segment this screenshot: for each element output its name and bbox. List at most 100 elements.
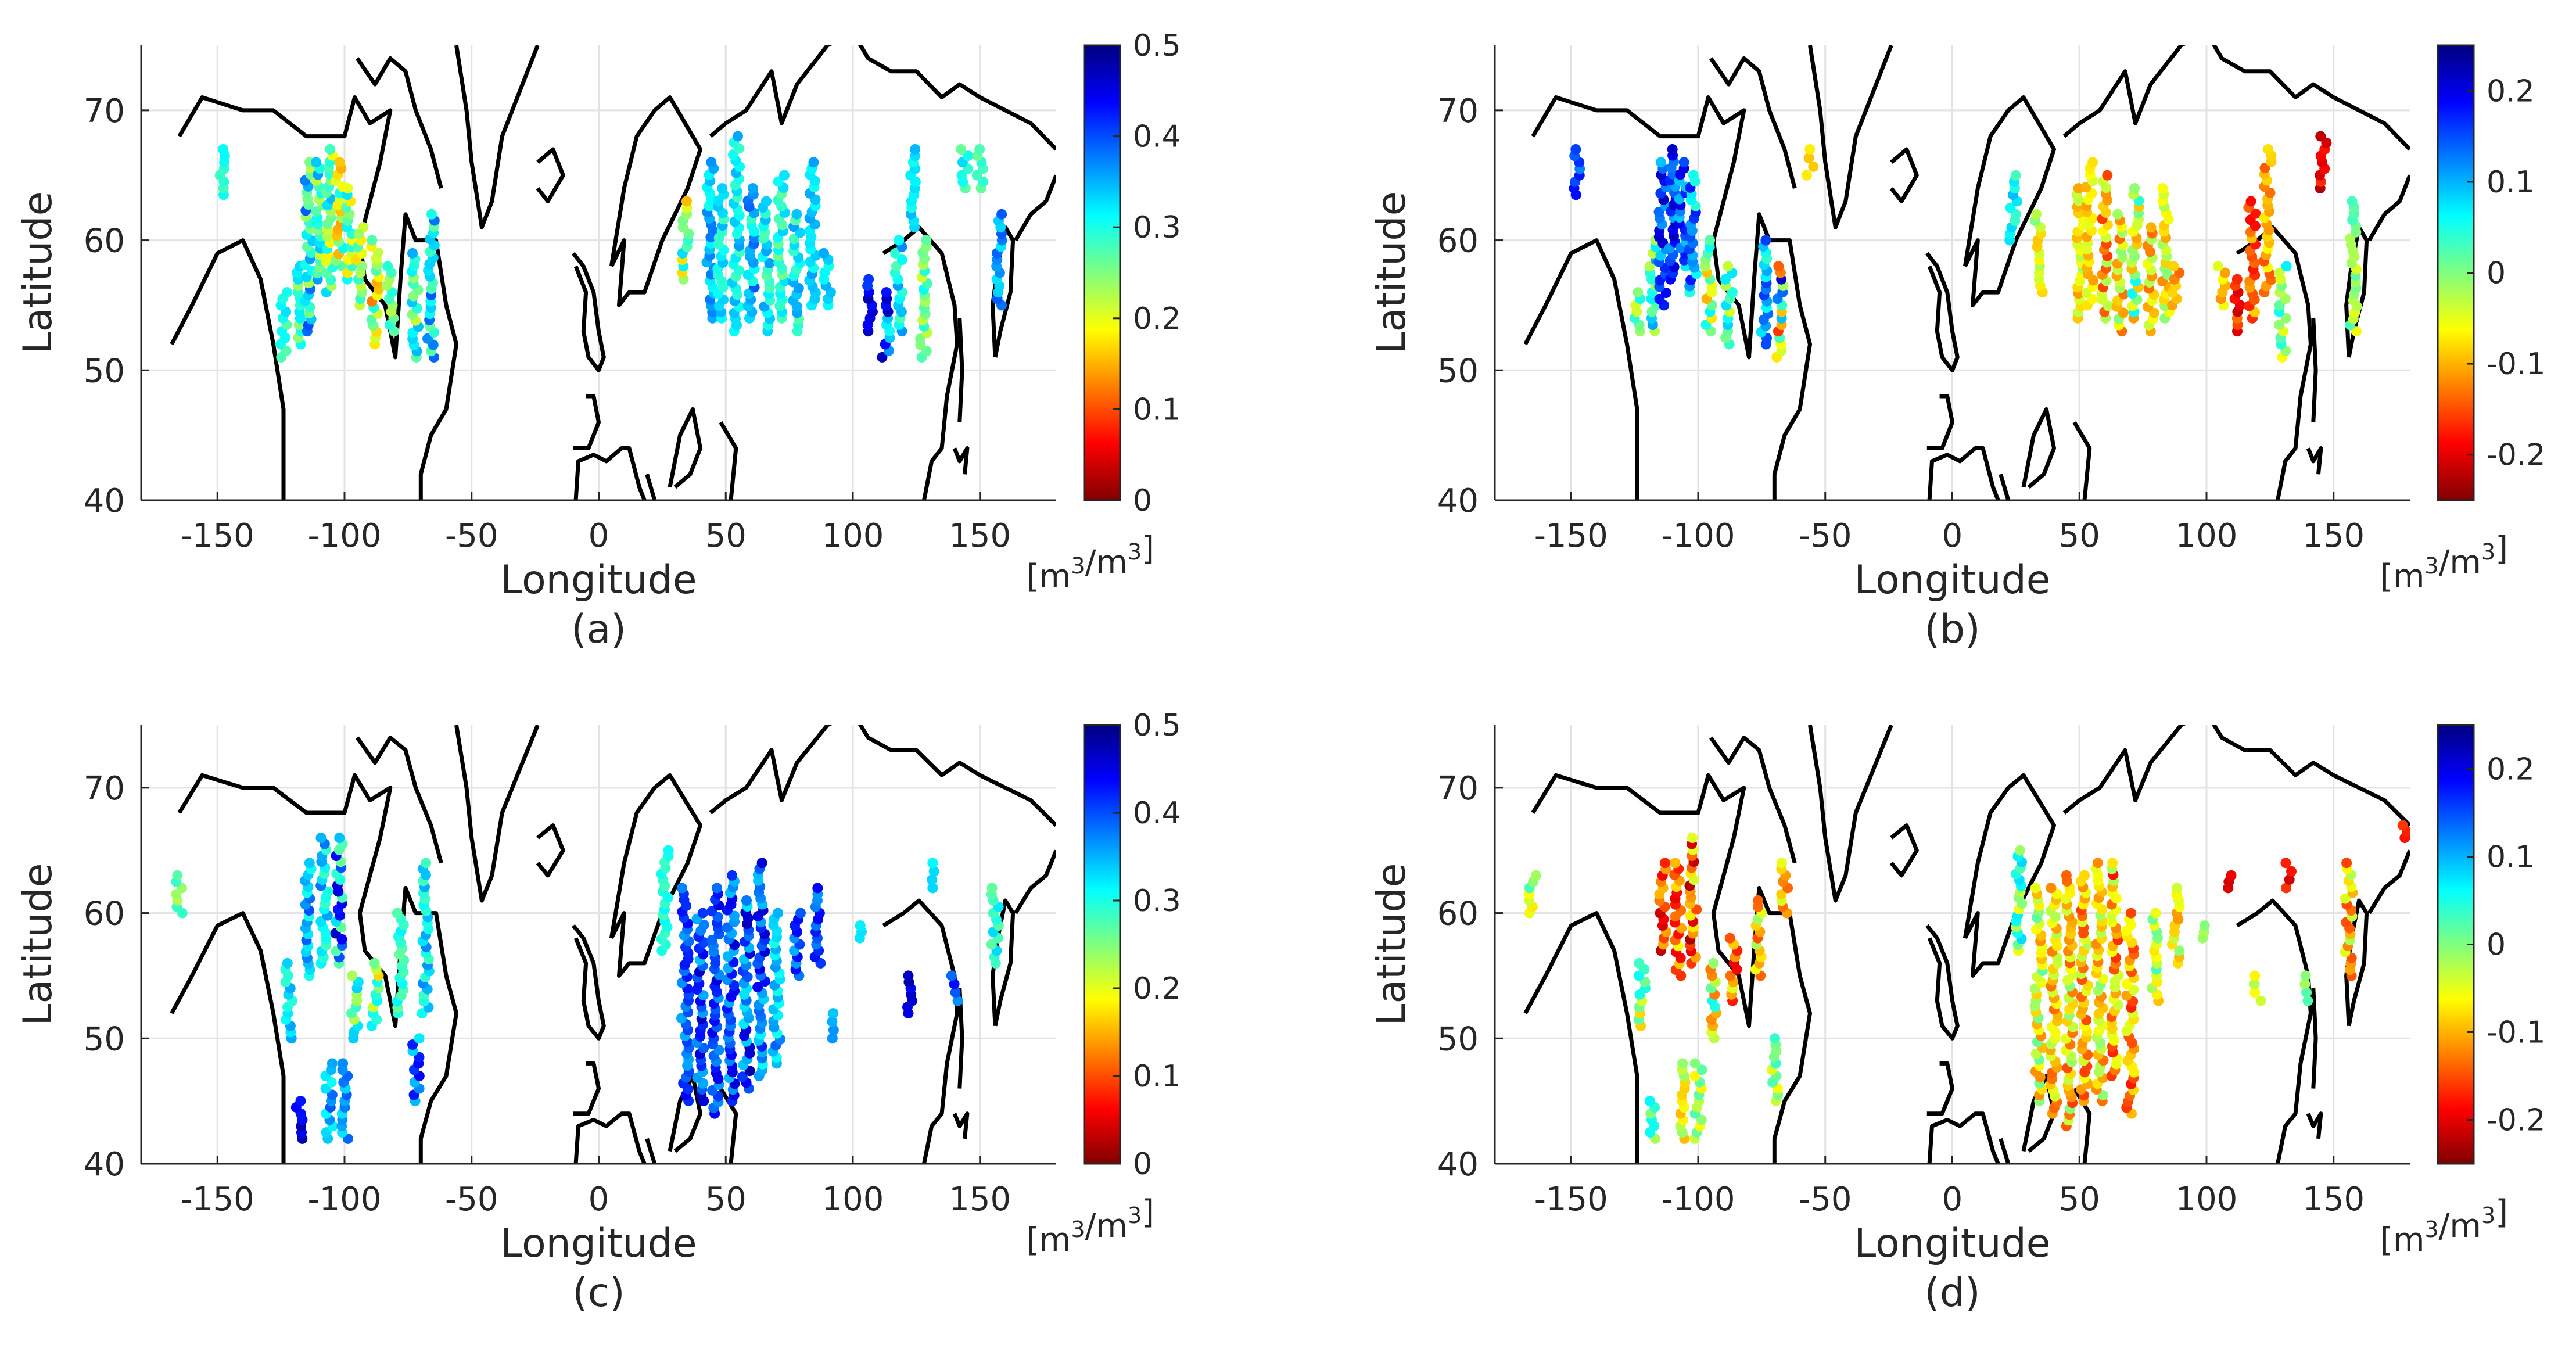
data-point bbox=[706, 906, 717, 917]
coastline-segment bbox=[2311, 318, 2318, 422]
data-point bbox=[1689, 1071, 1700, 1081]
tick-labels: -150 -100 -50 0 50 100 150 40 50 60 70 bbox=[84, 92, 1011, 555]
data-point bbox=[2061, 870, 2072, 881]
x-tick-label: 100 bbox=[822, 517, 884, 555]
data-point bbox=[172, 870, 183, 881]
x-axis-label: Longitude bbox=[500, 557, 697, 603]
colorbar-tick-label: 0.1 bbox=[2487, 840, 2535, 875]
data-point bbox=[426, 209, 437, 220]
data-point bbox=[407, 248, 418, 259]
colorbar-tick-label: 0 bbox=[2487, 256, 2506, 291]
data-point bbox=[808, 157, 819, 168]
tick-labels: -150 -100 -50 0 50 100 150 40 50 60 70 bbox=[1437, 770, 2365, 1218]
coastline-segment bbox=[170, 911, 286, 1164]
data-point bbox=[2121, 990, 2132, 1001]
data-point bbox=[1708, 957, 1719, 969]
data-point bbox=[2046, 883, 2057, 894]
y-tick-label: 50 bbox=[1437, 1020, 1479, 1058]
data-point bbox=[2250, 208, 2261, 219]
data-point bbox=[392, 908, 403, 919]
unit-part: [m bbox=[2380, 558, 2424, 596]
coastline-segment bbox=[957, 318, 964, 422]
y-tick-label: 50 bbox=[84, 1020, 125, 1058]
colorbar-unit-label: [m3/m3] bbox=[2380, 1193, 2508, 1259]
data-point bbox=[1804, 144, 1816, 155]
coastline-segment bbox=[2311, 988, 2318, 1089]
coastline-segment bbox=[356, 56, 443, 189]
data-point bbox=[1752, 895, 1763, 906]
data-point bbox=[322, 886, 333, 897]
data-point bbox=[311, 157, 321, 168]
data-point bbox=[315, 833, 327, 844]
coastline-segment bbox=[573, 446, 647, 500]
data-point bbox=[828, 1024, 839, 1035]
data-point bbox=[2231, 274, 2243, 285]
y-axis-label: Latitude bbox=[1369, 863, 1415, 1026]
data-point bbox=[894, 235, 905, 246]
colorbar-tick-label: 0.5 bbox=[1133, 708, 1181, 743]
data-point bbox=[1653, 206, 1664, 217]
data-point bbox=[2301, 987, 2312, 998]
data-point bbox=[2299, 978, 2310, 989]
unit-part: ] bbox=[1142, 1193, 1154, 1231]
data-point bbox=[681, 196, 692, 207]
data-point bbox=[2302, 995, 2313, 1006]
coastline-segment bbox=[2236, 898, 2313, 1164]
y-tick-label: 40 bbox=[1437, 1146, 1479, 1183]
unit-part: 3 bbox=[1128, 539, 1142, 565]
data-point bbox=[727, 870, 738, 881]
x-tick-label: -100 bbox=[1661, 517, 1735, 555]
x-tick-label: 150 bbox=[2302, 1181, 2365, 1218]
data-point bbox=[2015, 845, 2026, 856]
coastline-segment bbox=[1963, 773, 2056, 978]
data-point bbox=[712, 883, 723, 894]
coastline-segment bbox=[1889, 147, 1919, 203]
data-point bbox=[764, 258, 775, 268]
data-point bbox=[2121, 978, 2132, 989]
colorbar-tick-label: 0.2 bbox=[2487, 752, 2535, 787]
data-point bbox=[812, 883, 823, 894]
colorbar-tick-label: 0.2 bbox=[2487, 74, 2535, 109]
coastline-segment bbox=[1927, 1111, 2000, 1164]
coastline-segment bbox=[719, 1087, 738, 1164]
data-point bbox=[2274, 267, 2285, 278]
data-point bbox=[2031, 209, 2042, 220]
data-point bbox=[1803, 152, 1814, 163]
data-point bbox=[963, 150, 974, 162]
y-tick-label: 60 bbox=[1437, 895, 1479, 933]
data-point bbox=[2112, 209, 2123, 220]
coastline-segment bbox=[572, 252, 606, 372]
y-tick-label: 50 bbox=[1437, 352, 1479, 390]
colorbar-tick-label: 0 bbox=[2487, 928, 2506, 963]
data-point bbox=[927, 883, 938, 894]
data-point bbox=[1656, 157, 1666, 168]
colorbar-tick-label: 0.1 bbox=[2487, 165, 2535, 200]
data-point bbox=[910, 144, 921, 155]
unit-part: [m bbox=[1027, 558, 1071, 596]
colorbar-gradient bbox=[1083, 44, 1121, 501]
data-point bbox=[358, 222, 369, 233]
x-tick-label: -100 bbox=[307, 1181, 381, 1218]
data-point bbox=[2092, 858, 2103, 869]
data-point bbox=[2005, 202, 2016, 213]
colorbar: -0.2-0.100.10.2[m3/m3] bbox=[2380, 724, 2545, 1259]
data-point bbox=[2146, 222, 2157, 233]
unit-part: 3 bbox=[1128, 1203, 1142, 1228]
colorbar-tick-label: 0.2 bbox=[1133, 302, 1181, 336]
x-tick-label: -50 bbox=[1799, 1181, 1852, 1218]
colorbar-gradient bbox=[1083, 724, 1121, 1165]
data-point bbox=[863, 274, 874, 285]
data-point bbox=[367, 235, 378, 246]
unit-part: [m bbox=[2380, 1221, 2424, 1259]
data-point bbox=[698, 919, 709, 930]
y-tick-label: 40 bbox=[1437, 482, 1479, 520]
x-tick-label: 150 bbox=[2302, 517, 2365, 555]
data-point bbox=[421, 858, 432, 869]
data-point bbox=[737, 1071, 748, 1082]
coastline-segment bbox=[1889, 823, 1919, 878]
data-point bbox=[2397, 820, 2408, 831]
coastline-segment bbox=[2062, 45, 2410, 151]
coastline-segment bbox=[668, 407, 702, 489]
data-point bbox=[2126, 908, 2136, 919]
x-tick-label: 50 bbox=[2059, 517, 2100, 555]
